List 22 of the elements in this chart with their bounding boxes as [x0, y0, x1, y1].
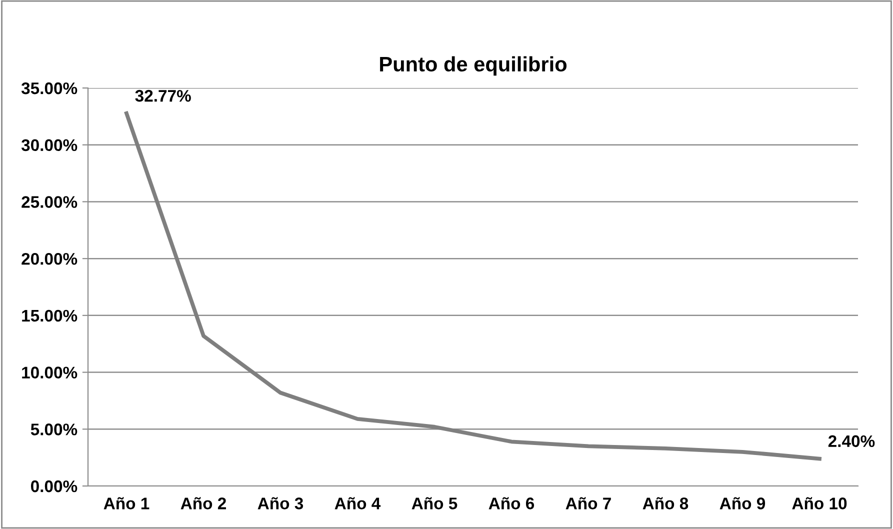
line-series [124, 111, 822, 461]
x-tick-label: Año 10 [792, 497, 847, 510]
y-tick-label: 25.00% [22, 196, 78, 208]
x-tick-label: Año 8 [642, 497, 688, 510]
y-tick-label: 20.00% [22, 252, 78, 265]
x-tick-label: Año 7 [566, 497, 611, 510]
x-tick-label: Año 3 [258, 497, 304, 510]
y-tick-label: 30.00% [21, 139, 78, 152]
y-tick-label: 0.00% [30, 480, 78, 492]
y-tick-label: 10.00% [22, 366, 78, 378]
data-label: 32.77% [135, 90, 191, 102]
x-tick-label: Año 9 [720, 497, 766, 510]
x-tick-label: Año 4 [334, 497, 381, 510]
x-tick-label: Año 5 [412, 497, 458, 510]
data-label: 2.40% [828, 435, 875, 448]
y-tick-label: 5.00% [30, 424, 78, 436]
chart-title: Punto de equilibrio [380, 56, 567, 76]
y-tick-label: 35.00% [21, 82, 78, 94]
x-tick-label: Año 1 [104, 497, 150, 510]
y-tick-label: 15.00% [22, 310, 78, 322]
x-tick-label: Año 6 [488, 497, 534, 510]
x-tick-label: Año 2 [180, 497, 226, 510]
